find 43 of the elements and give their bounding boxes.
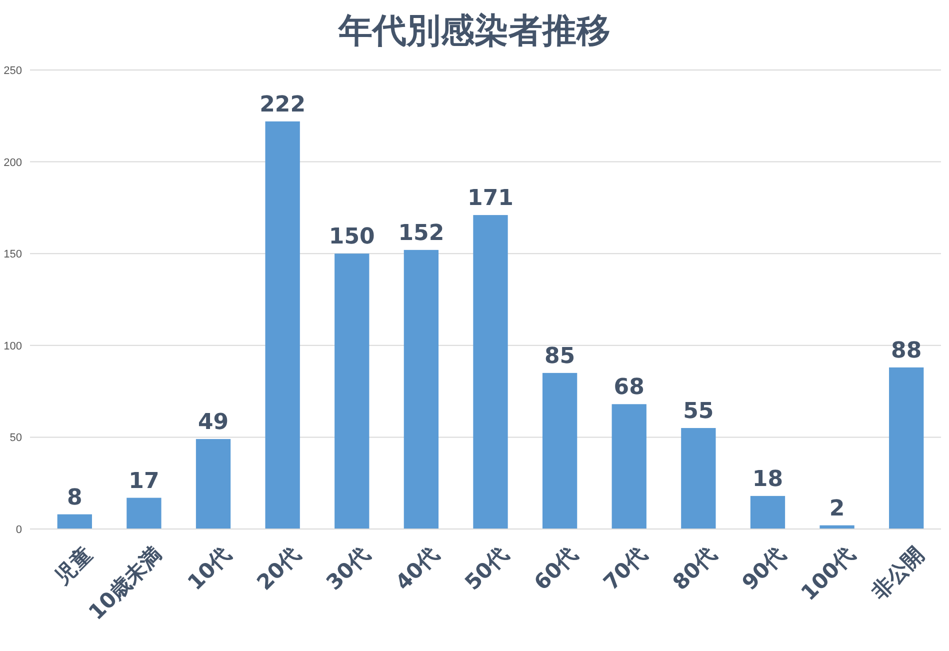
x-tick-label: 10代 — [183, 542, 236, 595]
data-label: 18 — [752, 466, 784, 492]
data-label: 55 — [683, 399, 714, 424]
bar — [196, 439, 231, 529]
bar — [542, 372, 578, 529]
bar — [889, 367, 924, 529]
x-tick-label: 90代 — [738, 542, 790, 595]
bar — [681, 428, 716, 529]
x-tick-label: 30代 — [322, 542, 374, 595]
y-tick-label: 150 — [4, 248, 22, 261]
bar — [473, 215, 508, 529]
y-tick-label: 250 — [4, 65, 22, 77]
data-label: 152 — [398, 220, 444, 246]
data-label: 8 — [67, 485, 82, 510]
data-label: 222 — [260, 92, 306, 118]
x-tick-label: 40代 — [390, 542, 444, 595]
y-tick-label: 50 — [10, 432, 22, 444]
data-label: 150 — [328, 224, 375, 250]
x-tick-label: 児童 — [50, 542, 97, 590]
data-label: 2 — [829, 496, 845, 522]
x-tick-label: 70代 — [598, 542, 652, 595]
bar — [612, 404, 646, 529]
data-label: 17 — [128, 468, 160, 494]
x-tick-label: 20代 — [252, 542, 305, 595]
x-tick-label: 非公開 — [866, 542, 929, 605]
data-label: 85 — [544, 344, 576, 369]
data-label: 68 — [614, 375, 644, 400]
bar — [57, 514, 92, 529]
y-tick-label: 100 — [4, 340, 22, 352]
bar — [404, 250, 439, 529]
x-tick-label: 80代 — [668, 542, 721, 595]
chart-title: 年代別感染者推移 — [338, 11, 610, 51]
bar — [265, 121, 300, 529]
bar — [126, 498, 162, 529]
bar — [750, 496, 786, 529]
data-label: 49 — [198, 410, 229, 436]
data-label: 88 — [891, 338, 922, 364]
y-tick-label: 200 — [4, 156, 22, 169]
x-tick-label: 60代 — [530, 542, 582, 595]
bar — [334, 254, 370, 529]
y-tick-label: 0 — [16, 524, 22, 536]
data-label: 171 — [468, 186, 514, 212]
x-tick-label: 50代 — [460, 542, 513, 595]
